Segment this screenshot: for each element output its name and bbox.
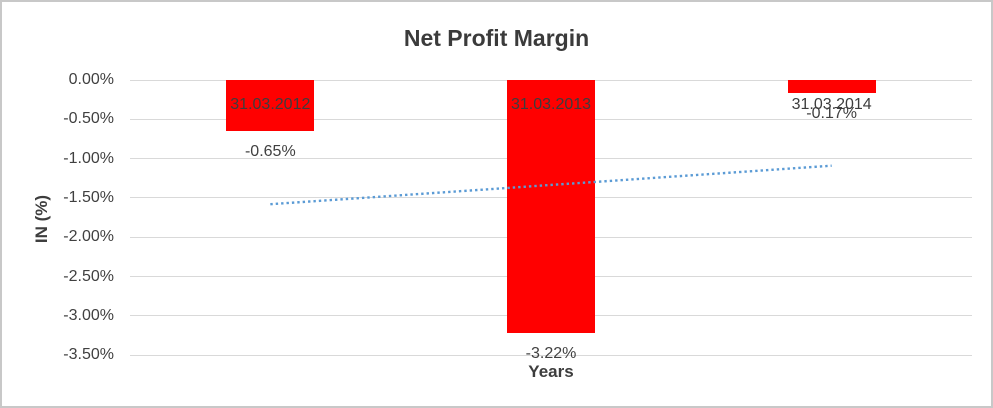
bar: [507, 80, 595, 334]
y-axis-tick-label: -2.00%: [63, 228, 114, 246]
value-label: -0.65%: [244, 143, 296, 161]
y-axis-tick-label: -0.50%: [63, 110, 114, 128]
gridline: [130, 354, 972, 356]
y-axis-tick-label: 0.00%: [68, 71, 114, 88]
y-axis-tick-label: -3.00%: [63, 306, 114, 324]
value-label: -0.17%: [806, 105, 857, 123]
y-axis-tick-label: -2.50%: [63, 267, 114, 285]
y-axis-tick-label: -1.00%: [63, 149, 114, 167]
x-axis-title: Years: [528, 362, 574, 381]
bar: [787, 80, 876, 94]
y-axis-title: IN (%): [32, 194, 51, 244]
category-label: 31.03.2014: [791, 96, 872, 113]
category-label: 31.03.2012: [230, 96, 311, 113]
bar: [226, 80, 315, 132]
y-axis-tick-label: -1.50%: [63, 188, 114, 206]
chart-title: Net Profit Margin: [403, 25, 590, 51]
value-label: -3.22%: [525, 345, 577, 363]
y-axis-tick-label: -3.50%: [63, 346, 114, 364]
category-label: 31.03.2013: [510, 96, 592, 113]
